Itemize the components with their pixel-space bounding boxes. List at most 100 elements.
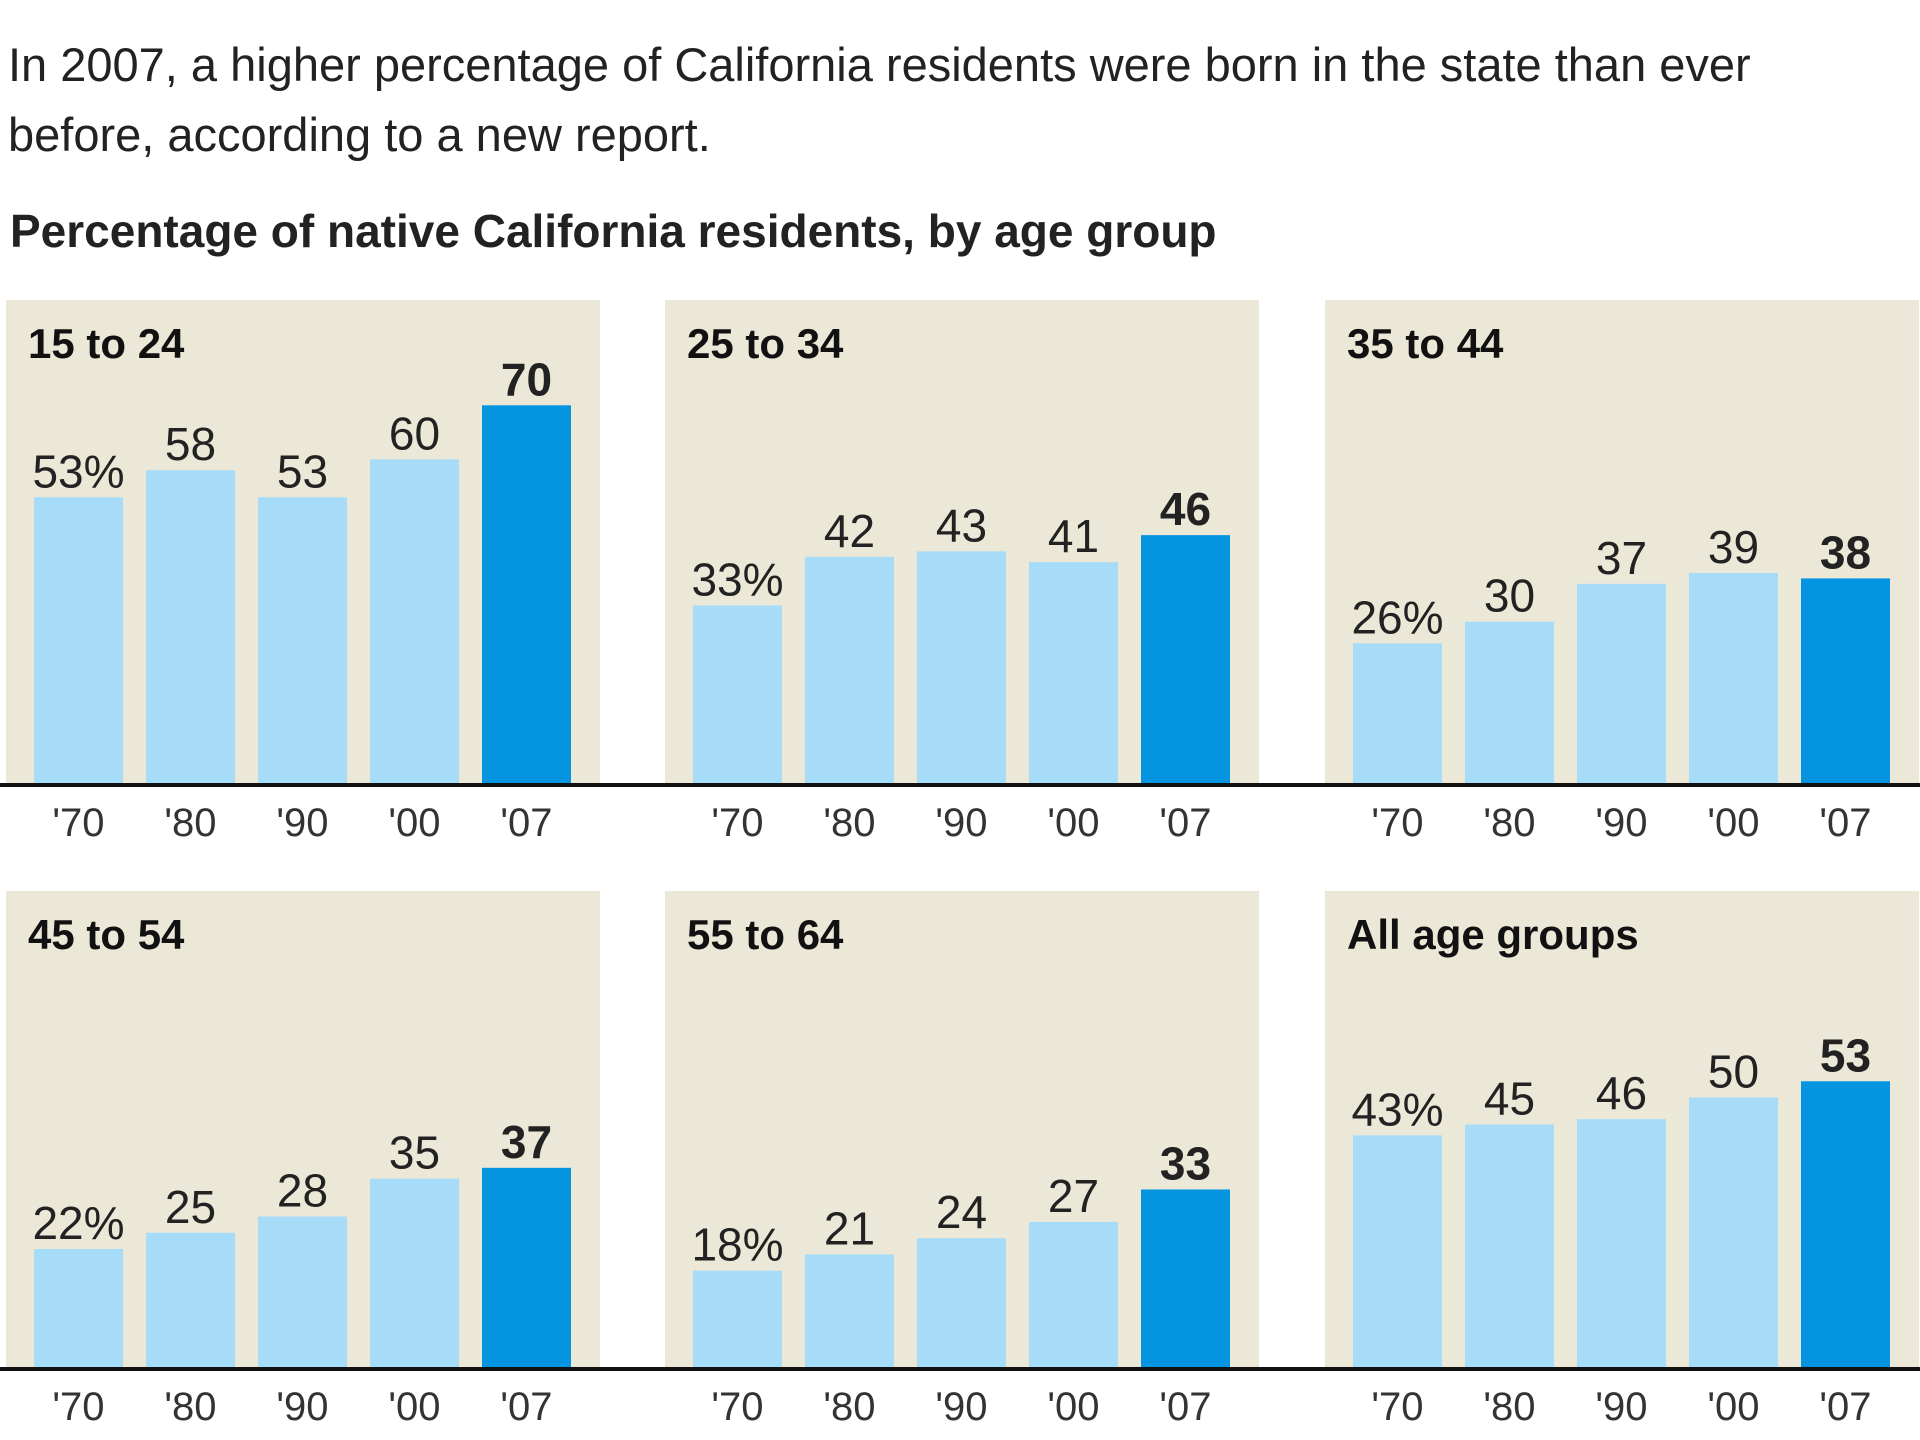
- bar: [805, 1254, 894, 1368]
- value-label: 24: [936, 1186, 987, 1238]
- value-label: 30: [1484, 570, 1535, 622]
- x-tick-label: '70: [52, 801, 104, 845]
- bar: [482, 1167, 571, 1368]
- bar: [1801, 578, 1890, 784]
- x-tick-label: '00: [1707, 1385, 1759, 1429]
- x-tick-label: '90: [1595, 1385, 1647, 1429]
- panel-title: All age groups: [1347, 911, 1639, 958]
- value-label: 22%: [32, 1197, 124, 1249]
- value-label: 70: [501, 353, 552, 405]
- bar: [34, 497, 123, 784]
- bar: [917, 1238, 1006, 1368]
- value-label: 38: [1820, 526, 1871, 578]
- value-label: 27: [1048, 1170, 1099, 1222]
- bar: [1465, 1124, 1554, 1368]
- x-tick-label: '00: [1707, 801, 1759, 845]
- x-tick-label: '80: [164, 1385, 216, 1429]
- value-label: 58: [165, 418, 216, 470]
- value-label: 21: [824, 1202, 875, 1254]
- value-label: 39: [1708, 521, 1759, 573]
- x-tick-label: '90: [935, 1385, 987, 1429]
- x-tick-label: '80: [823, 801, 875, 845]
- bar: [1689, 1097, 1778, 1368]
- x-tick-label: '07: [500, 1385, 552, 1429]
- bar: [258, 497, 347, 784]
- bar: [1141, 1189, 1230, 1368]
- x-tick-label: '70: [1371, 1385, 1423, 1429]
- value-label: 46: [1160, 483, 1211, 535]
- panel-title: 45 to 54: [28, 911, 185, 958]
- x-tick-label: '90: [276, 1385, 328, 1429]
- value-label: 53: [277, 445, 328, 497]
- value-label: 50: [1708, 1046, 1759, 1098]
- bar: [1801, 1081, 1890, 1368]
- x-tick-label: '70: [711, 1385, 763, 1429]
- bar: [1577, 583, 1666, 784]
- bar: [370, 459, 459, 784]
- bar: [1029, 1221, 1118, 1368]
- value-label: 60: [389, 407, 440, 459]
- panel-title: 15 to 24: [28, 320, 185, 367]
- panel-title: 55 to 64: [687, 911, 844, 958]
- value-label: 45: [1484, 1073, 1535, 1125]
- bar: [34, 1248, 123, 1368]
- value-label: 33: [1160, 1137, 1211, 1189]
- x-tick-label: '80: [164, 801, 216, 845]
- bar: [370, 1178, 459, 1368]
- bar: [805, 556, 894, 784]
- x-tick-label: '80: [1483, 1385, 1535, 1429]
- value-label: 42: [824, 505, 875, 557]
- x-tick-label: '90: [276, 801, 328, 845]
- value-label: 53%: [32, 445, 124, 497]
- bar: [917, 551, 1006, 784]
- x-tick-label: '70: [711, 801, 763, 845]
- heading: Percentage of native California resident…: [10, 205, 1217, 257]
- intro: In 2007, a higher percentage of Californ…: [8, 38, 1751, 161]
- x-tick-label: '00: [1047, 1385, 1099, 1429]
- bar: [146, 1232, 235, 1368]
- x-tick-label: '07: [1819, 801, 1871, 845]
- bar: [1689, 573, 1778, 784]
- bar: [693, 1270, 782, 1368]
- bar: [1141, 535, 1230, 784]
- x-tick-label: '07: [1159, 801, 1211, 845]
- bar: [1577, 1119, 1666, 1368]
- x-tick-label: '00: [388, 801, 440, 845]
- value-label: 43: [936, 499, 987, 551]
- bar: [1353, 1135, 1442, 1368]
- bar: [1029, 562, 1118, 784]
- x-tick-label: '90: [1595, 801, 1647, 845]
- x-tick-label: '80: [1483, 801, 1535, 845]
- x-tick-label: '00: [388, 1385, 440, 1429]
- value-label: 37: [501, 1116, 552, 1168]
- bar: [482, 405, 571, 784]
- bar: [693, 605, 782, 784]
- value-label: 37: [1596, 532, 1647, 584]
- value-label: 33%: [691, 553, 783, 605]
- value-label: 43%: [1351, 1083, 1443, 1135]
- value-label: 35: [389, 1127, 440, 1179]
- value-label: 26%: [1351, 591, 1443, 643]
- value-label: 41: [1048, 510, 1099, 562]
- bar: [1353, 643, 1442, 784]
- x-tick-label: '00: [1047, 801, 1099, 845]
- value-label: 28: [277, 1165, 328, 1217]
- value-label: 46: [1596, 1067, 1647, 1119]
- value-label: 18%: [691, 1219, 783, 1271]
- x-tick-label: '70: [1371, 801, 1423, 845]
- bar: [258, 1216, 347, 1368]
- x-tick-label: '80: [823, 1385, 875, 1429]
- x-tick-label: '07: [1159, 1385, 1211, 1429]
- x-tick-label: '90: [935, 801, 987, 845]
- bar: [1465, 621, 1554, 784]
- bar: [146, 470, 235, 784]
- x-tick-label: '07: [500, 801, 552, 845]
- value-label: 53: [1820, 1029, 1871, 1081]
- panel-title: 25 to 34: [687, 320, 844, 367]
- x-tick-label: '07: [1819, 1385, 1871, 1429]
- value-label: 25: [165, 1181, 216, 1233]
- x-tick-label: '70: [52, 1385, 104, 1429]
- panel-title: 35 to 44: [1347, 320, 1504, 367]
